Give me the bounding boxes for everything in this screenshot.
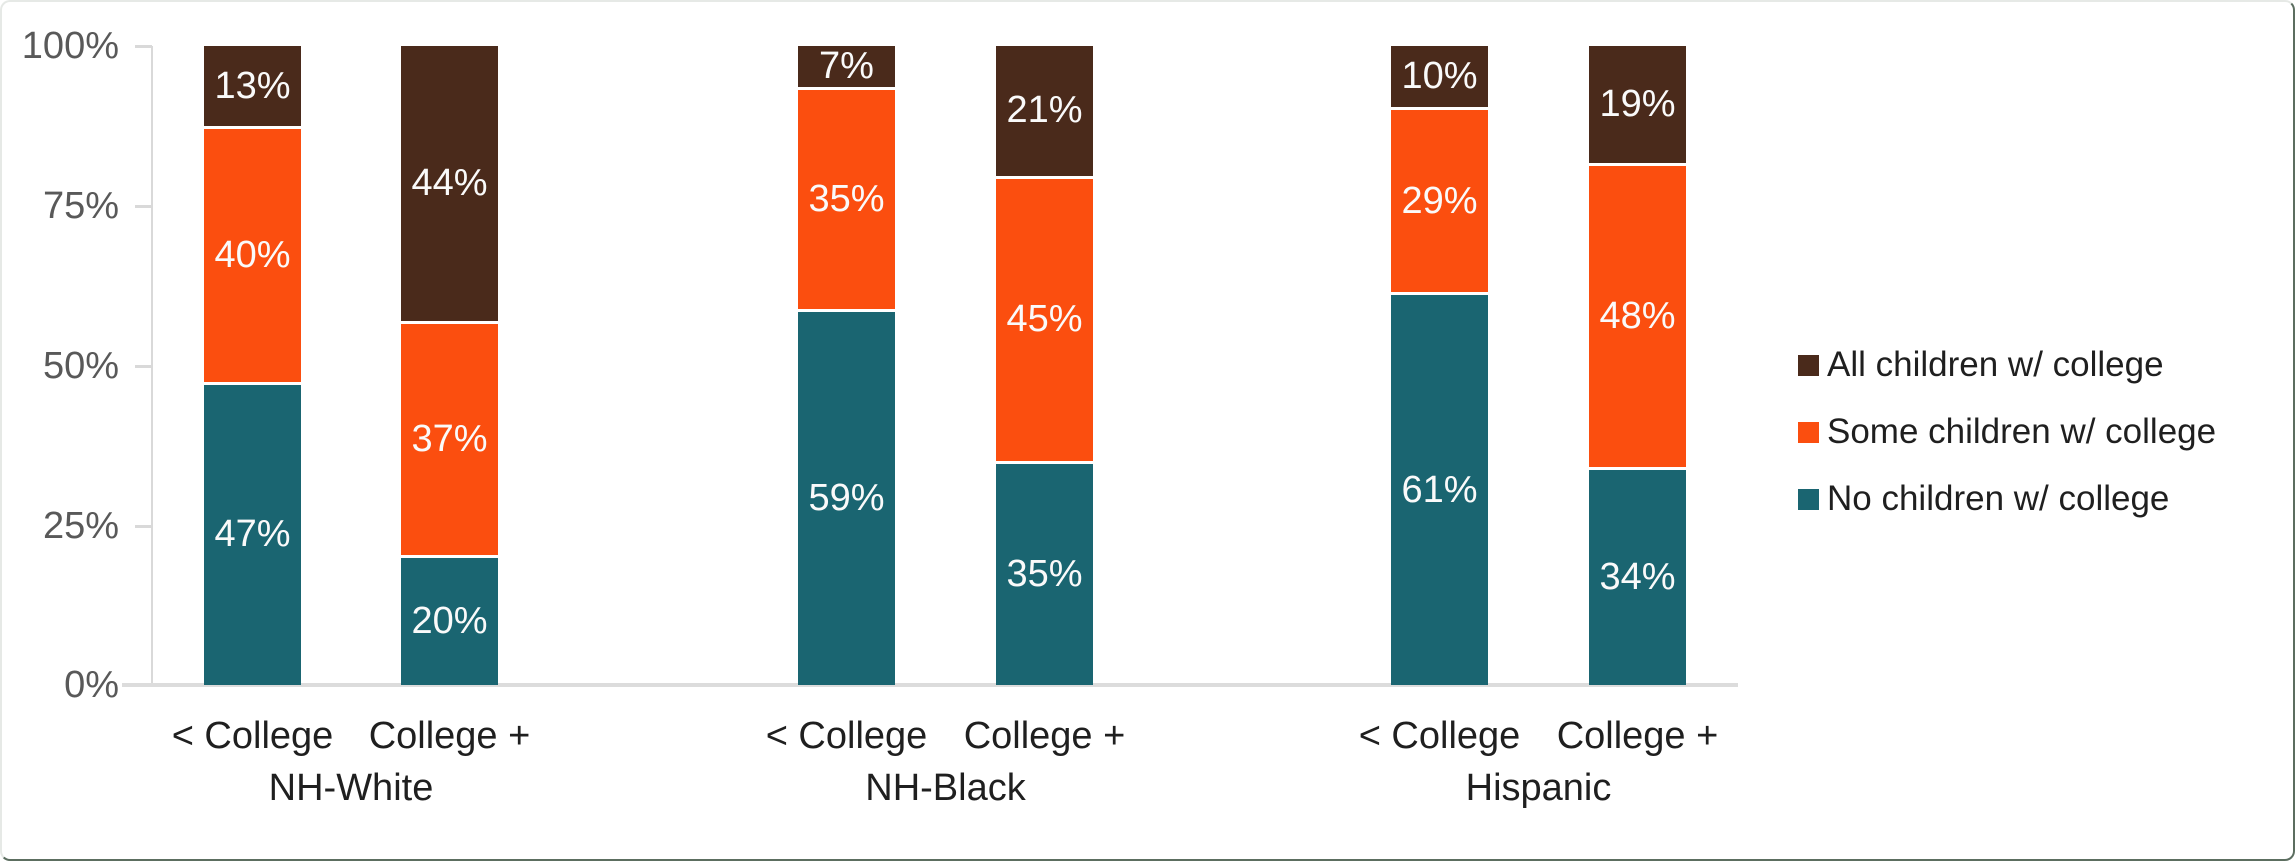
bar-segment: 13%: [204, 46, 301, 130]
bar-segment-value-label: 48%: [1599, 295, 1676, 338]
y-axis-tick-mark: [135, 365, 152, 368]
bar-segment-value-label: 7%: [819, 45, 874, 88]
legend-item: Some children w/ college: [1798, 410, 2216, 454]
bar-segment-value-label: 44%: [411, 162, 488, 205]
bar-segment-value-label: 35%: [808, 178, 885, 221]
x-axis-bar-label: College +: [1556, 715, 1719, 757]
legend-item: No children w/ college: [1798, 477, 2216, 521]
bar-segment: 35%: [996, 463, 1093, 685]
legend: All children w/ college Some children w/ …: [1798, 343, 2216, 521]
x-axis-group-label: Hispanic: [1465, 767, 1612, 809]
stacked-bar: 19% 48% 34%: [1589, 46, 1686, 685]
stacked-bar: 21% 45% 35%: [996, 46, 1093, 685]
bar-segment: 21%: [996, 46, 1093, 179]
bar-segment: 40%: [204, 129, 301, 385]
y-axis-tick-mark: [135, 525, 152, 528]
x-axis-bar-label: < College: [765, 715, 928, 757]
x-axis-bar-label: < College: [171, 715, 334, 757]
legend-item: All children w/ college: [1798, 343, 2216, 387]
bar-segment-value-label: 59%: [808, 476, 885, 519]
bar-segment-value-label: 61%: [1401, 468, 1478, 511]
bar-segment-value-label: 29%: [1401, 179, 1478, 222]
bar-segment: 7%: [798, 45, 895, 91]
bar-segment: 20%: [401, 558, 498, 685]
bar-segment: 45%: [996, 178, 1093, 464]
bar-segment: 35%: [798, 90, 895, 312]
bar-segment-value-label: 21%: [1006, 89, 1083, 132]
x-axis-group-label: NH-Black: [865, 767, 1026, 809]
bar-segment-value-label: 35%: [1006, 552, 1083, 595]
legend-swatch: [1798, 421, 1819, 443]
bar-segment: 47%: [204, 384, 301, 685]
bar-segment: 37%: [401, 324, 498, 559]
legend-swatch: [1798, 488, 1819, 510]
stacked-bar: 44% 37% 20%: [401, 46, 498, 685]
y-axis-line: [151, 46, 153, 686]
y-axis-tick-label: 75%: [42, 185, 119, 227]
bar-segment-value-label: 10%: [1401, 54, 1478, 97]
x-axis-bar-label: College +: [963, 715, 1126, 757]
legend-label: No children w/ college: [1827, 479, 2170, 518]
bar-segment-value-label: 19%: [1599, 83, 1676, 126]
bar-segment: 10%: [1391, 46, 1488, 110]
y-axis-tick-label: 0%: [64, 664, 119, 706]
bar-segment-value-label: 37%: [411, 418, 488, 461]
y-axis-tick-label: 50%: [42, 345, 119, 387]
legend-swatch: [1798, 354, 1819, 376]
y-axis-tick-mark: [135, 45, 152, 48]
x-axis-bar-label: College +: [368, 715, 531, 757]
bar-segment: 61%: [1391, 295, 1488, 685]
bar-segment: 59%: [798, 311, 895, 685]
x-axis-bar-label: < College: [1358, 715, 1521, 757]
bar-segment-value-label: 47%: [214, 513, 291, 556]
legend-label: All children w/ college: [1827, 345, 2164, 384]
stacked-bar: 13% 40% 47%: [204, 46, 301, 685]
bar-segment-value-label: 34%: [1599, 555, 1676, 598]
bar-segment-value-label: 13%: [214, 64, 291, 107]
bar-segment: 34%: [1589, 469, 1686, 685]
y-axis-tick-mark: [135, 205, 152, 208]
x-axis-group-label: NH-White: [268, 767, 434, 809]
legend-label: Some children w/ college: [1827, 412, 2217, 451]
y-axis-tick-label: 25%: [42, 505, 119, 547]
bar-segment-value-label: 20%: [411, 600, 488, 643]
bar-segment: 44%: [401, 46, 498, 325]
stacked-bar: 7% 35% 59%: [798, 45, 895, 685]
bar-segment: 29%: [1391, 109, 1488, 296]
y-axis-tick-label: 100%: [21, 25, 119, 67]
bar-segment: 48%: [1589, 166, 1686, 470]
stacked-bar: 10% 29% 61%: [1391, 46, 1488, 685]
x-axis-baseline: [122, 683, 1738, 687]
bar-segment: 19%: [1589, 46, 1686, 167]
bar-segment-value-label: 40%: [214, 233, 291, 276]
bar-segment-value-label: 45%: [1006, 298, 1083, 341]
